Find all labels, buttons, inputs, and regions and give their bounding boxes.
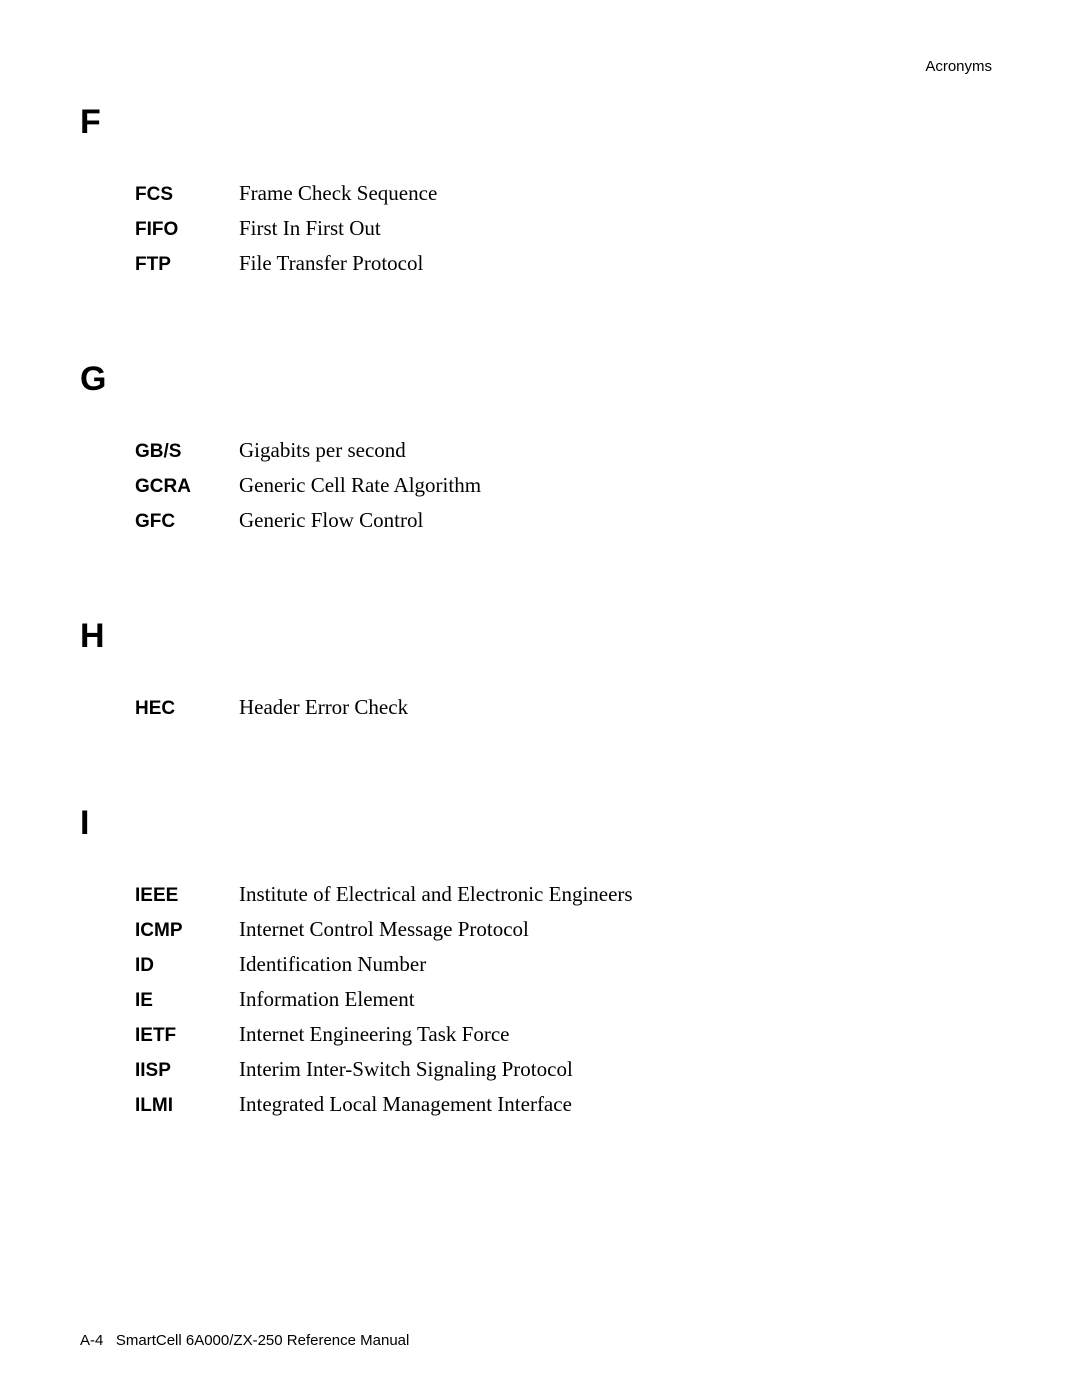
acronym-definition: Internet Control Message Protocol (239, 919, 529, 940)
page-footer: A-4 SmartCell 6A000/ZX-250 Reference Man… (80, 1332, 409, 1349)
acronym-definition: Internet Engineering Task Force (239, 1024, 509, 1045)
entries-list: IEEE Institute of Electrical and Electro… (135, 884, 992, 1115)
acronym-entry: FIFO First In First Out (135, 218, 992, 239)
acronym-definition: Interim Inter-Switch Signaling Protocol (239, 1059, 573, 1080)
acronym-term: FIFO (135, 220, 239, 239)
section-letter: H (80, 619, 992, 653)
acronym-entry: IEEE Institute of Electrical and Electro… (135, 884, 992, 905)
acronym-definition: Identification Number (239, 954, 426, 975)
entries-list: FCS Frame Check Sequence FIFO First In F… (135, 183, 992, 274)
acronym-term: IETF (135, 1026, 239, 1045)
acronym-term: GFC (135, 512, 239, 531)
section-letter: I (80, 806, 992, 840)
acronym-term: FTP (135, 255, 239, 274)
acronym-term: GB/S (135, 442, 239, 461)
section-letter: G (80, 362, 992, 396)
section-h: H HEC Header Error Check (80, 619, 992, 718)
footer-manual-title: SmartCell 6A000/ZX-250 Reference Manual (116, 1332, 409, 1349)
acronym-definition: File Transfer Protocol (239, 253, 423, 274)
acronym-term: IISP (135, 1061, 239, 1080)
acronym-entry: GFC Generic Flow Control (135, 510, 992, 531)
entries-list: HEC Header Error Check (135, 697, 992, 718)
acronym-term: IE (135, 991, 239, 1010)
acronym-term: ILMI (135, 1096, 239, 1115)
acronym-entry: GB/S Gigabits per second (135, 440, 992, 461)
acronym-definition: Institute of Electrical and Electronic E… (239, 884, 633, 905)
acronym-definition: Integrated Local Management Interface (239, 1094, 572, 1115)
entries-list: GB/S Gigabits per second GCRA Generic Ce… (135, 440, 992, 531)
acronym-definition: Gigabits per second (239, 440, 406, 461)
acronym-term: HEC (135, 699, 239, 718)
acronym-definition: Information Element (239, 989, 415, 1010)
acronym-definition: Generic Cell Rate Algorithm (239, 475, 481, 496)
section-g: G GB/S Gigabits per second GCRA Generic … (80, 362, 992, 531)
acronym-entry: IE Information Element (135, 989, 992, 1010)
footer-page-number: A-4 (80, 1332, 103, 1349)
page: Acronyms F FCS Frame Check Sequence FIFO… (0, 0, 1080, 1397)
acronym-entry: GCRA Generic Cell Rate Algorithm (135, 475, 992, 496)
content-area: F FCS Frame Check Sequence FIFO First In… (80, 105, 992, 1203)
acronym-entry: IISP Interim Inter-Switch Signaling Prot… (135, 1059, 992, 1080)
section-i: I IEEE Institute of Electrical and Elect… (80, 806, 992, 1115)
acronym-definition: First In First Out (239, 218, 381, 239)
acronym-entry: ID Identification Number (135, 954, 992, 975)
acronym-definition: Generic Flow Control (239, 510, 423, 531)
acronym-entry: ICMP Internet Control Message Protocol (135, 919, 992, 940)
section-f: F FCS Frame Check Sequence FIFO First In… (80, 105, 992, 274)
acronym-term: IEEE (135, 886, 239, 905)
acronym-entry: ILMI Integrated Local Management Interfa… (135, 1094, 992, 1115)
acronym-definition: Header Error Check (239, 697, 408, 718)
page-header-label: Acronyms (925, 58, 992, 75)
acronym-term: GCRA (135, 477, 239, 496)
acronym-term: ID (135, 956, 239, 975)
acronym-entry: HEC Header Error Check (135, 697, 992, 718)
acronym-definition: Frame Check Sequence (239, 183, 437, 204)
acronym-term: ICMP (135, 921, 239, 940)
acronym-entry: IETF Internet Engineering Task Force (135, 1024, 992, 1045)
acronym-entry: FTP File Transfer Protocol (135, 253, 992, 274)
acronym-entry: FCS Frame Check Sequence (135, 183, 992, 204)
section-letter: F (80, 105, 992, 139)
acronym-term: FCS (135, 185, 239, 204)
